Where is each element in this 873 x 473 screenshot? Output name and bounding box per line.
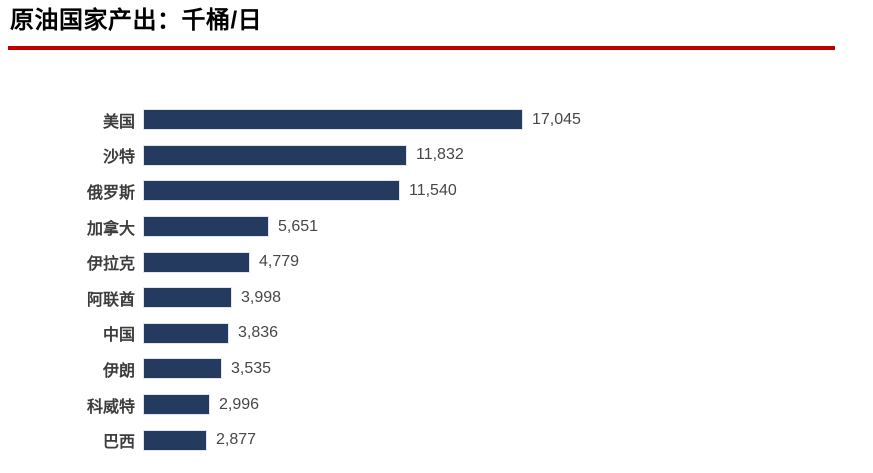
bar-row: 中国 3,836 xyxy=(10,316,860,352)
value-label: 17,045 xyxy=(532,110,581,128)
category-label: 中国 xyxy=(102,327,135,345)
category-label: 伊拉克 xyxy=(86,256,135,274)
bar-row: 俄罗斯 11,540 xyxy=(10,173,860,209)
bar-chart: 美国 17,045 沙特 11,832 俄罗斯 11,540 加拿大 5,651 伊拉克 4,77… xyxy=(10,102,860,458)
bar xyxy=(143,429,207,451)
value-label: 3,998 xyxy=(241,288,282,306)
bar-row: 美国 17,045 xyxy=(10,102,860,138)
category-label: 加拿大 xyxy=(86,220,135,238)
bar xyxy=(143,394,210,416)
bar-row: 巴西 2,877 xyxy=(10,422,860,458)
value-label: 5,651 xyxy=(278,217,319,235)
bar-row: 伊朗 3,535 xyxy=(10,351,860,387)
value-label: 3,535 xyxy=(231,359,272,377)
value-label: 2,877 xyxy=(216,431,257,449)
chart-title: 原油国家产出：千桶/日 xyxy=(10,7,263,34)
bar-row: 加拿大 5,651 xyxy=(10,209,860,245)
value-label: 2,996 xyxy=(219,395,260,413)
value-label: 4,779 xyxy=(259,253,300,271)
bar xyxy=(143,251,250,273)
bar xyxy=(143,144,407,166)
category-label: 伊朗 xyxy=(102,362,135,380)
value-label: 11,540 xyxy=(409,181,457,199)
category-label: 俄罗斯 xyxy=(86,184,135,202)
category-label: 沙特 xyxy=(102,149,135,167)
bar xyxy=(143,109,523,131)
category-label: 美国 xyxy=(102,113,135,131)
bar-row: 沙特 11,832 xyxy=(10,138,860,174)
bar xyxy=(143,287,232,309)
bar xyxy=(143,358,222,380)
bar-row: 科威特 2,996 xyxy=(10,387,860,423)
category-label: 科威特 xyxy=(86,398,135,416)
category-label: 阿联酋 xyxy=(86,291,135,309)
bar xyxy=(143,216,269,238)
bar-row: 伊拉克 4,779 xyxy=(10,244,860,280)
bar xyxy=(143,322,229,344)
value-label: 11,832 xyxy=(416,146,464,164)
category-label: 巴西 xyxy=(102,434,135,452)
bar-row: 阿联酋 3,998 xyxy=(10,280,860,316)
title-underline xyxy=(8,46,835,50)
bar xyxy=(143,180,400,202)
value-label: 3,836 xyxy=(238,324,279,342)
